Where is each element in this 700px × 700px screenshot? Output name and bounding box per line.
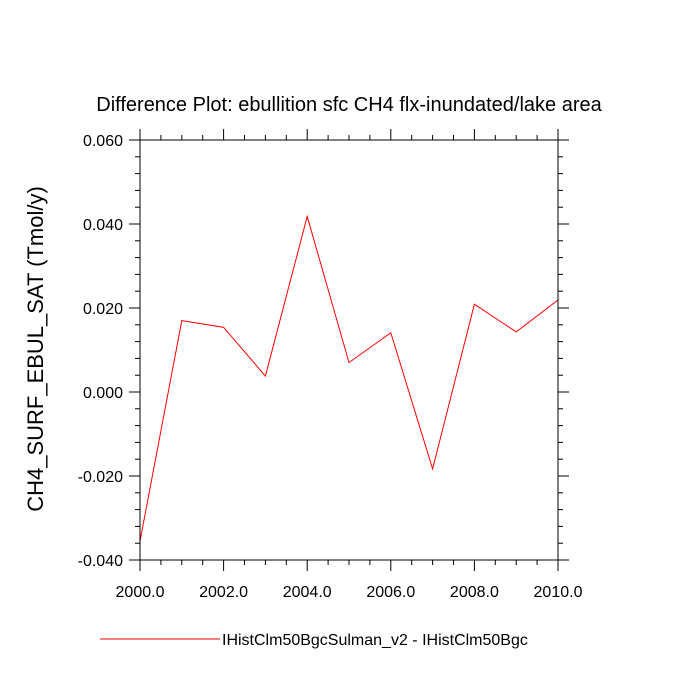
x-tick-label: 2004.0: [283, 584, 332, 601]
y-tick-label: 0.000: [83, 385, 123, 402]
minor-ticks: [135, 135, 563, 565]
x-tick-label: 2002.0: [199, 584, 248, 601]
y-tick-label: -0.040: [78, 553, 123, 570]
x-tick-label: 2010.0: [534, 584, 583, 601]
x-tick-label: 2000.0: [116, 584, 165, 601]
y-tick-label: 0.040: [83, 217, 123, 234]
y-axis-label: CH4_SURF_EBUL_SAT (Tmol/y): [23, 186, 48, 512]
plot-frame: [139, 139, 559, 561]
y-tick-label: -0.020: [78, 469, 123, 486]
y-tick-label: 0.060: [83, 133, 123, 150]
series-layer: [139, 214, 559, 542]
x-tick-labels: 2000.0 2002.0 2004.0 2006.0 2008.0 2010.0: [116, 584, 583, 601]
y-tick-labels: -0.040 -0.020 0.000 0.020 0.040 0.060: [78, 133, 123, 570]
chart-title: Difference Plot: ebullition sfc CH4 flx-…: [96, 94, 602, 116]
y-tick-label: 0.020: [83, 301, 123, 318]
x-tick-label: 2008.0: [450, 584, 499, 601]
x-tick-label: 2006.0: [366, 584, 415, 601]
series-line: [139, 214, 559, 542]
legend: IHistClm50BgcSulman_v2 - IHistClm50Bgc: [100, 632, 528, 649]
legend-label: IHistClm50BgcSulman_v2 - IHistClm50Bgc: [222, 632, 528, 649]
major-ticks: [129, 129, 569, 571]
